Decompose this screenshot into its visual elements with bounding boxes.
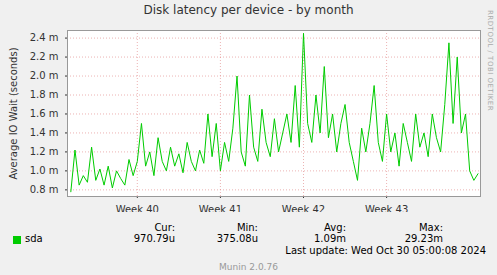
svg-text:Week 43: Week 43 [365, 204, 408, 212]
svg-text:1.4 m: 1.4 m [30, 127, 59, 138]
html-text:Munin 2.0.76: Munin 2.0.76 [219, 262, 278, 272]
svg-text:2.0 m: 2.0 m [30, 70, 59, 81]
html-text:Min:: Min: [236, 222, 258, 233]
html-text:1.09m: 1.09m [314, 233, 346, 244]
html-text:375.08u: 375.08u [216, 233, 258, 244]
svg-text:1.6 m: 1.6 m [30, 108, 59, 119]
html-text:Cur:: Cur: [154, 222, 175, 233]
html-text:Disk latency per device - by m: Disk latency per device - by month [143, 3, 354, 17]
html-text:970.79u: 970.79u [133, 233, 175, 244]
svg-text:Week 42: Week 42 [282, 204, 325, 212]
svg-text:1.0 m: 1.0 m [30, 165, 59, 176]
html-text:Avg:: Avg: [324, 222, 346, 233]
svg-text:Week 40: Week 40 [116, 204, 159, 212]
svg-text:2.2 m: 2.2 m [30, 51, 59, 62]
html-text:Last update: Wed Oct 30 05:00:: Last update: Wed Oct 30 05:00:08 2024 [285, 245, 486, 256]
svg-text:Average IO Wait (seconds): Average IO Wait (seconds) [8, 47, 19, 179]
svg-text:0.8 m: 0.8 m [30, 184, 59, 195]
svg-text:2.4 m: 2.4 m [30, 32, 59, 43]
html-text:29.23m: 29.23m [404, 233, 443, 244]
html-text:sda: sda [25, 233, 43, 244]
svg-text:Week 41: Week 41 [199, 204, 242, 212]
html-text:RRDTOOL / TOBI OETIKER: RRDTOOL / TOBI OETIKER [486, 10, 494, 112]
html-text:Max:: Max: [419, 222, 443, 233]
svg-text:1.2 m: 1.2 m [30, 146, 59, 157]
svg-text:1.8 m: 1.8 m [30, 89, 59, 100]
